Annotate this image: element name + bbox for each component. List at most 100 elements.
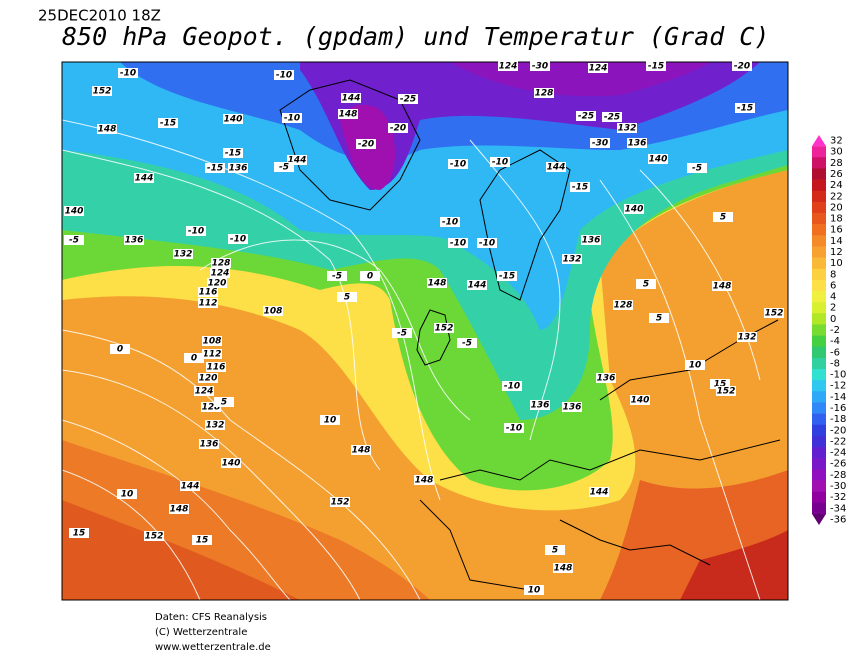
- contour-label: 132: [206, 421, 225, 431]
- color-swatch: [812, 302, 826, 314]
- contour-label: 140: [224, 115, 243, 125]
- contour-label: 10: [689, 361, 702, 371]
- label-box: [184, 353, 204, 363]
- colorbar-label: -24: [830, 448, 846, 459]
- contour-label: -10: [450, 239, 466, 249]
- color-swatch: [812, 146, 826, 158]
- contour-label: 10: [121, 490, 134, 500]
- color-swatch: [812, 279, 826, 292]
- label-box: [596, 373, 616, 383]
- label-box: [735, 103, 755, 113]
- label-box: [570, 182, 590, 192]
- contour-label: -15: [648, 62, 664, 72]
- color-swatch: [812, 257, 826, 270]
- map: [62, 62, 788, 600]
- label-box: [562, 254, 582, 264]
- color-swatch: [812, 335, 826, 348]
- contour-label: 136: [125, 236, 144, 246]
- color-swatch: [812, 458, 826, 470]
- label-box: [613, 300, 633, 310]
- label-box: [186, 226, 206, 236]
- label-box: [263, 306, 283, 316]
- label-box: [545, 545, 565, 555]
- color-swatch: [812, 224, 826, 236]
- contour-label: 0: [367, 272, 373, 282]
- contour-label: 128: [202, 403, 221, 413]
- label-box: [202, 336, 222, 346]
- label-box: [228, 234, 248, 244]
- label-box: [713, 212, 733, 222]
- label-box: [202, 349, 222, 359]
- label-box: [206, 362, 226, 372]
- label-box: [648, 154, 668, 164]
- contour-label: 140: [625, 205, 644, 215]
- label-box: [210, 268, 230, 278]
- colorbar-label: -8: [830, 358, 840, 369]
- colorbar-label: 26: [830, 169, 843, 180]
- color-swatch: [812, 346, 826, 359]
- contour-label: 152: [765, 309, 784, 319]
- contour-label: -10: [506, 424, 522, 434]
- colorbar-label: -30: [830, 481, 846, 492]
- label-box: [764, 308, 784, 318]
- label-box: [617, 123, 637, 133]
- contour-label: 5: [344, 293, 350, 303]
- label-box: [205, 420, 225, 430]
- label-box: [732, 61, 752, 71]
- color-swatch: [812, 135, 826, 147]
- contour-label: 136: [200, 440, 219, 450]
- color-swatch: [812, 157, 826, 169]
- colorbar-label: 24: [830, 180, 843, 191]
- contour-label: 140: [65, 207, 84, 217]
- label-box: [685, 360, 705, 370]
- contour-label: 132: [174, 250, 193, 260]
- colorbar-label: 0: [830, 314, 836, 325]
- colorbar-label: 2: [830, 303, 836, 314]
- contour-label: 124: [499, 62, 518, 72]
- colorbar-label: -32: [830, 492, 846, 503]
- contour-label: 136: [628, 139, 647, 149]
- colorbar-label: 8: [830, 269, 836, 280]
- label-box: [546, 162, 566, 172]
- colorbar-label: -26: [830, 459, 846, 470]
- color-swatch: [812, 480, 826, 492]
- label-box: [327, 271, 347, 281]
- contour-label: 15: [196, 536, 209, 546]
- label-box: [498, 61, 518, 71]
- contour-label: 136: [597, 374, 616, 384]
- contour-label: -5: [279, 163, 289, 173]
- label-box: [341, 93, 361, 103]
- contour-label: -25: [604, 113, 620, 123]
- contour-label: 108: [203, 337, 222, 347]
- contour-label: 144: [181, 482, 200, 492]
- contour-label: 120: [199, 374, 218, 384]
- contour-label: -10: [276, 71, 292, 81]
- colorbar-label: -6: [830, 347, 840, 358]
- contour-label: -5: [462, 339, 472, 349]
- label-box: [356, 139, 376, 149]
- label-box: [274, 162, 294, 172]
- label-box: [351, 445, 371, 455]
- label-box: [710, 379, 730, 389]
- colorbar-label: -16: [830, 403, 846, 414]
- contour-label: -5: [69, 236, 79, 246]
- label-box: [282, 113, 302, 123]
- label-box: [198, 287, 218, 297]
- label-box: [118, 68, 138, 78]
- contour-label: -30: [532, 62, 548, 72]
- label-box: [712, 281, 732, 291]
- contour-label: 5: [643, 280, 649, 290]
- colorbar-label: -14: [830, 392, 846, 403]
- label-box: [92, 86, 112, 96]
- contour-label: 144: [288, 156, 307, 166]
- colorbar-label: 22: [830, 191, 843, 202]
- color-swatch: [812, 369, 826, 381]
- contour-label: 124: [195, 387, 214, 397]
- label-box: [530, 61, 550, 71]
- contour-label: 144: [547, 163, 566, 173]
- contour-label: -20: [390, 124, 406, 134]
- colorbar-label: -36: [830, 514, 846, 525]
- colorbar-label: -10: [830, 370, 846, 381]
- contour-label: 0: [191, 354, 197, 364]
- label-box: [180, 481, 200, 491]
